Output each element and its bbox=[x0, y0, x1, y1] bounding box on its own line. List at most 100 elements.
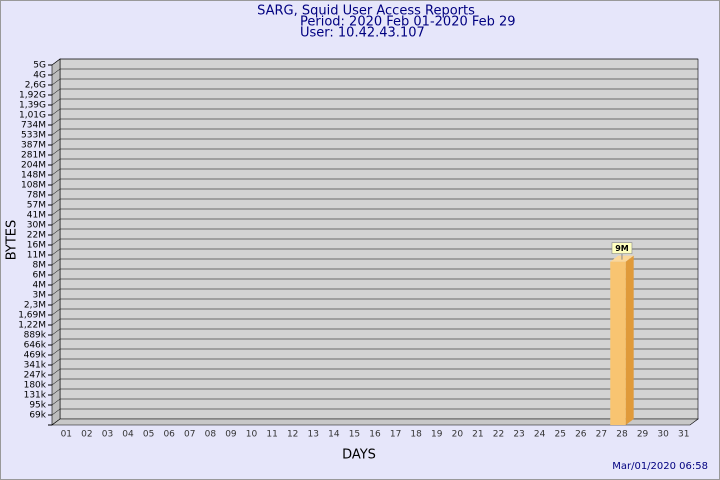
grid-line bbox=[51, 198, 698, 206]
y-tick-label: 69k bbox=[29, 411, 46, 421]
y-tick-label: 281M bbox=[21, 151, 46, 161]
y-tick-label: 2,6G bbox=[25, 81, 46, 91]
y-tick-label: 646k bbox=[24, 341, 47, 351]
y-tick-label: 1,69M bbox=[18, 311, 46, 321]
grid-line bbox=[51, 398, 698, 406]
x-tick-label: 05 bbox=[143, 430, 154, 440]
x-tick-label: 13 bbox=[308, 430, 319, 440]
grid-line bbox=[51, 148, 698, 156]
x-tick-label: 01 bbox=[61, 430, 72, 440]
x-tick-label: 23 bbox=[513, 430, 524, 440]
timestamp: Mar/01/2020 06:58 bbox=[612, 461, 708, 472]
y-tick-label: 469k bbox=[24, 351, 47, 361]
x-tick-label: 30 bbox=[657, 430, 669, 440]
grid-line bbox=[51, 278, 698, 286]
y-tick-label: 2,3M bbox=[24, 301, 46, 311]
grid-line bbox=[51, 248, 698, 256]
grid-line bbox=[51, 378, 698, 386]
x-tick-label: 03 bbox=[102, 430, 113, 440]
x-tick-label: 29 bbox=[637, 430, 649, 440]
grid-line bbox=[51, 338, 698, 346]
grid-line bbox=[51, 168, 698, 176]
x-tick-label: 28 bbox=[616, 430, 628, 440]
grid-line bbox=[51, 348, 698, 356]
x-tick-label: 12 bbox=[287, 430, 298, 440]
y-tick-label: 78M bbox=[27, 191, 46, 201]
chart-title: SARG, Squid User Access Reports bbox=[257, 4, 475, 19]
grid-line bbox=[51, 328, 698, 336]
y-tick-label: 148M bbox=[21, 171, 46, 181]
x-tick-label: 31 bbox=[678, 430, 689, 440]
y-tick-label: 108M bbox=[21, 181, 46, 191]
y-tick-label: 16M bbox=[27, 241, 46, 251]
grid-line bbox=[51, 58, 698, 66]
grid-line bbox=[51, 108, 698, 116]
y-tick-label: 57M bbox=[27, 201, 46, 211]
grid-line bbox=[51, 78, 698, 86]
chart-subtitle: Period: 2020 Feb 01-2020 Feb 29 bbox=[300, 15, 516, 30]
x-tick-label: 16 bbox=[369, 430, 381, 440]
y-tick-label: 204M bbox=[21, 161, 46, 171]
grid-line bbox=[51, 318, 698, 326]
grid-line bbox=[51, 288, 698, 296]
y-tick-label: 95k bbox=[29, 401, 46, 411]
x-tick-label: 10 bbox=[246, 430, 258, 440]
plot-floor bbox=[51, 418, 699, 426]
x-tick-label: 18 bbox=[410, 430, 422, 440]
grid-line bbox=[51, 208, 698, 216]
x-tick-label: 24 bbox=[534, 430, 546, 440]
grid-line bbox=[51, 218, 698, 226]
x-tick-label: 21 bbox=[472, 430, 483, 440]
y-tick-label: 41M bbox=[27, 211, 46, 221]
y-tick-label: 1,39G bbox=[19, 101, 46, 111]
x-tick-label: 22 bbox=[493, 430, 504, 440]
grid-line bbox=[51, 368, 698, 376]
y-tick-label: 889k bbox=[24, 331, 47, 341]
x-tick-label: 08 bbox=[205, 430, 217, 440]
y-tick-label: 6M bbox=[33, 271, 47, 281]
y-tick-label: 4M bbox=[33, 281, 47, 291]
bar-side bbox=[625, 255, 634, 425]
x-tick-label: 09 bbox=[225, 430, 237, 440]
y-tick-label: 22M bbox=[27, 231, 46, 241]
y-tick-label: 1,01G bbox=[19, 111, 46, 121]
bar bbox=[610, 261, 626, 425]
x-axis-label: DAYS bbox=[342, 448, 376, 463]
y-tick-label: 247k bbox=[24, 371, 47, 381]
x-tick-label: 17 bbox=[390, 430, 401, 440]
y-tick-label: 11M bbox=[27, 251, 46, 261]
grid-line bbox=[51, 298, 698, 306]
x-tick-label: 19 bbox=[431, 430, 443, 440]
grid-line bbox=[51, 358, 698, 366]
grid-line bbox=[51, 238, 698, 246]
grid-line bbox=[51, 228, 698, 236]
x-tick-label: 20 bbox=[452, 430, 464, 440]
x-tick-label: 15 bbox=[349, 430, 360, 440]
grid-line bbox=[51, 188, 698, 196]
y-tick-label: 180k bbox=[24, 381, 47, 391]
x-tick-label: 04 bbox=[122, 430, 134, 440]
grid-line bbox=[51, 408, 698, 416]
y-tick-label: 533M bbox=[21, 131, 46, 141]
y-tick-label: 1,92G bbox=[19, 91, 46, 101]
y-tick-label: 734M bbox=[21, 121, 46, 131]
y-tick-label: 131k bbox=[24, 391, 47, 401]
x-tick-label: 02 bbox=[81, 430, 92, 440]
y-tick-label: 387M bbox=[21, 141, 46, 151]
y-axis-label: BYTES bbox=[5, 220, 20, 261]
chart-subtitle: User: 10.42.43.107 bbox=[300, 26, 425, 41]
y-tick-label: 341k bbox=[24, 361, 47, 371]
y-tick-label: 30M bbox=[27, 221, 46, 231]
grid-line bbox=[51, 138, 698, 146]
grid-line bbox=[51, 308, 698, 316]
grid-line bbox=[51, 98, 698, 106]
grid-line bbox=[51, 128, 698, 136]
grid-line bbox=[51, 118, 698, 126]
x-tick-label: 26 bbox=[575, 430, 587, 440]
x-tick-label: 11 bbox=[266, 430, 277, 440]
y-tick-label: 8M bbox=[33, 261, 47, 271]
grid-line bbox=[51, 68, 698, 76]
x-tick-label: 06 bbox=[163, 430, 175, 440]
grid-line bbox=[51, 88, 698, 96]
